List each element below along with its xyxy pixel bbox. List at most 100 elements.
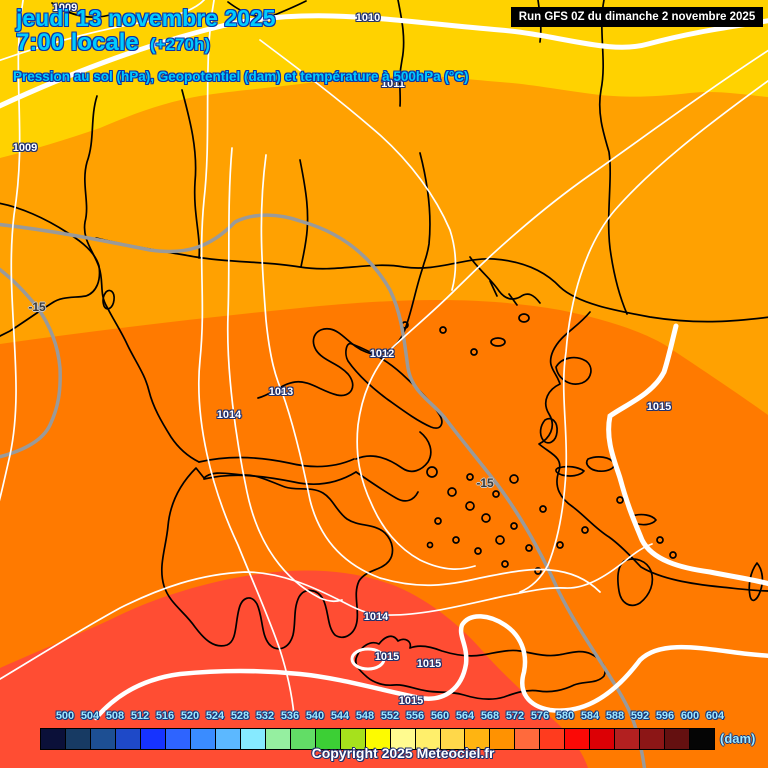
pressure-label: 1010: [355, 12, 381, 24]
colorbar-cell: [290, 729, 316, 749]
colorbar-cell: [440, 729, 466, 749]
colorbar-tick-label: 512: [130, 710, 150, 722]
border-vertical-1: [181, 89, 201, 259]
pressure-label: 1015: [374, 651, 400, 663]
isobar-1014-west: [226, 147, 343, 603]
colorbar-cell: [590, 729, 616, 749]
isobar-mid-1: [198, 0, 295, 716]
colorbar-tick-label: 572: [505, 710, 525, 722]
pressure-label: 1009: [12, 142, 38, 154]
colorbar-tick-label: 596: [655, 710, 675, 722]
colorbar-tick-label: 568: [480, 710, 500, 722]
border-wiggle-c: [397, 0, 405, 107]
colorbar-cell: [90, 729, 116, 749]
temperature-label: -15: [476, 476, 494, 490]
colorbar-tick-label: 500: [55, 710, 75, 722]
colorbar-cell: [140, 729, 166, 749]
colorbar-tick-label: 592: [630, 710, 650, 722]
isobar-1009-top: [0, 0, 206, 62]
isotherm-left-branch: [0, 267, 62, 459]
pressure-label: 1013: [268, 386, 294, 398]
pressure-label: 1015: [416, 658, 442, 670]
colorbar-cell: [265, 729, 291, 749]
colorbar-tick-label: 560: [430, 710, 450, 722]
colorbar-cell: [665, 729, 691, 749]
colorbar-tick-label: 584: [580, 710, 600, 722]
border-wiggle-b: [227, 0, 307, 18]
isobar-diag-ne: [519, 79, 768, 593]
isotherm-minus15-lines: [0, 213, 647, 768]
isobars-thick: [0, 13, 768, 721]
isobar-1009-left: [0, 0, 25, 502]
colorbar-tick-label: 580: [555, 710, 575, 722]
italy-heel-coast: [0, 202, 101, 337]
run-info-box: Run GFS 0Z du dimanche 2 novembre 2025: [511, 7, 763, 27]
colorbar-cell: [415, 729, 441, 749]
colorbar-cell: [41, 729, 66, 749]
colorbar-tick-label: 588: [605, 710, 625, 722]
isobar-1014-south: [0, 543, 653, 680]
isobar-1015-thick-east: [606, 323, 768, 587]
colorbar-cells: [40, 728, 715, 750]
temperature-label: -15: [28, 300, 46, 314]
pressure-label: 1014: [363, 611, 389, 623]
colorbar-cell: [465, 729, 491, 749]
kos-island: [631, 513, 657, 526]
isobar-1012: [356, 49, 768, 570]
colorbar-tick-label: 552: [380, 710, 400, 722]
colorbar-cell: [490, 729, 516, 749]
pressure-label: 1014: [216, 409, 242, 421]
colorbar-tick-label: 508: [105, 710, 125, 722]
chalkidiki-coast: [469, 256, 541, 304]
maritsa-border: [598, 0, 628, 315]
pressure-label: 1011: [381, 78, 405, 90]
chalkidiki-prong-2: [508, 293, 518, 306]
colorbar-tick-label: 556: [405, 710, 425, 722]
evia-island: [345, 342, 443, 429]
isobar-1015-mini-loop: [350, 647, 386, 671]
attica-coast: [355, 431, 432, 473]
run-info-text: Run GFS 0Z du dimanche 2 novembre 2025: [518, 11, 756, 23]
map-subtitle: Pression au sol (hPa), Geopotentiel (dam…: [13, 69, 469, 84]
chalkidiki-prong-1: [489, 280, 498, 297]
adriatic-ionian-coast: [83, 95, 200, 463]
pressure-label: 1015: [398, 695, 424, 707]
border-wiggle-a: [51, 2, 114, 18]
north-aegean-islets: [401, 313, 530, 356]
colorbar-cell: [540, 729, 566, 749]
colorbar-cell: [65, 729, 91, 749]
colorbar-tick-label: 604: [705, 710, 725, 722]
colorbar-cell: [190, 729, 216, 749]
colorbar-cell: [515, 729, 541, 749]
copyright-text: Copyright 2025 Meteociel.fr: [311, 745, 495, 761]
isobars-thin: [0, 0, 768, 716]
pressure-label: 1015: [646, 401, 672, 413]
colorbar-tick-label: 520: [180, 710, 200, 722]
colorbar-cell: [565, 729, 591, 749]
pressure-label: 1012: [369, 348, 395, 360]
colorbar-tick-label: 536: [280, 710, 300, 722]
cyclades-islets: [426, 466, 677, 575]
border-vertical-2: [299, 159, 309, 268]
isotherm-main: [0, 213, 647, 768]
colorbar-cell: [240, 729, 266, 749]
colorbar-cell: [690, 729, 715, 749]
colorbar-cell: [640, 729, 666, 749]
pressure-label: 1009: [52, 2, 78, 14]
colorbar-tick-label: 576: [530, 710, 550, 722]
isobar-1010-thick: [0, 13, 768, 109]
corfu-island: [102, 289, 115, 310]
colorbar-tick-label: 524: [205, 710, 225, 722]
chios-island: [539, 417, 558, 444]
colorbar-cell: [340, 729, 366, 749]
time-title: 7:00 locale: [16, 29, 139, 56]
colorbar-cell: [115, 729, 141, 749]
colorbar-cell: [215, 729, 241, 749]
border-vertical-3: [419, 152, 431, 268]
isobar-1013: [260, 154, 601, 593]
turkey-west-coast: [538, 311, 768, 592]
colorbar-cell: [315, 729, 341, 749]
colorbar-cell: [165, 729, 191, 749]
